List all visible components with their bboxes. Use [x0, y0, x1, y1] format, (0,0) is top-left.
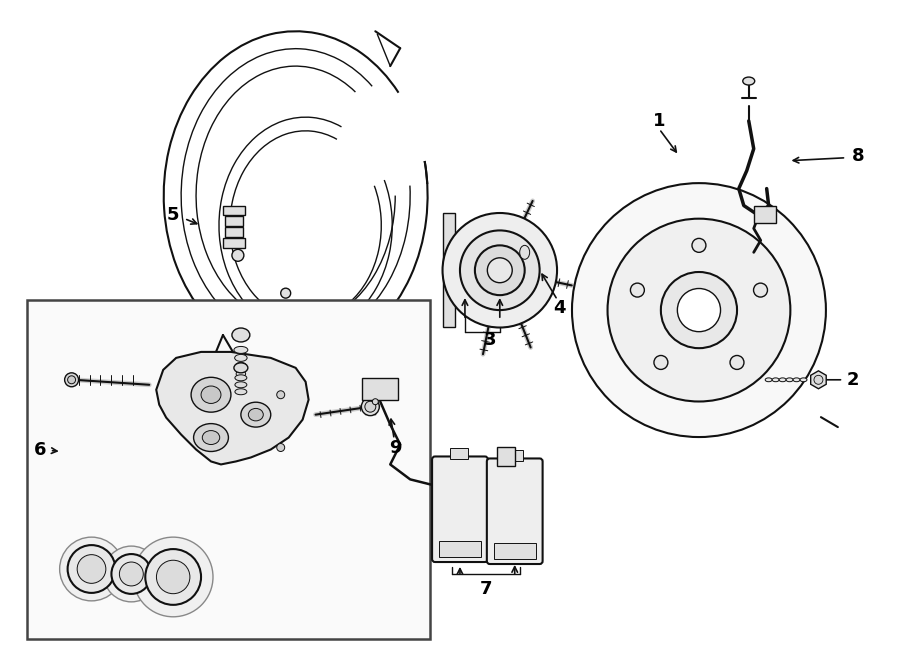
- Ellipse shape: [235, 389, 247, 395]
- Ellipse shape: [234, 346, 248, 354]
- Text: 4: 4: [554, 299, 566, 317]
- Text: 8: 8: [852, 147, 865, 165]
- Ellipse shape: [77, 555, 106, 583]
- Ellipse shape: [443, 213, 557, 328]
- Bar: [497, 446, 515, 467]
- Ellipse shape: [104, 546, 159, 602]
- Polygon shape: [443, 214, 455, 327]
- Ellipse shape: [730, 355, 744, 369]
- Ellipse shape: [235, 375, 247, 381]
- Ellipse shape: [276, 391, 284, 399]
- Ellipse shape: [68, 545, 115, 593]
- Ellipse shape: [786, 378, 793, 382]
- Bar: [450, 448, 468, 459]
- Ellipse shape: [608, 218, 790, 401]
- Text: 3: 3: [483, 331, 496, 349]
- Ellipse shape: [475, 246, 525, 295]
- Ellipse shape: [145, 549, 201, 605]
- Ellipse shape: [120, 562, 143, 586]
- Ellipse shape: [133, 537, 213, 617]
- Ellipse shape: [678, 289, 721, 332]
- Ellipse shape: [235, 354, 248, 361]
- Ellipse shape: [235, 382, 247, 388]
- Bar: [223, 205, 245, 216]
- Ellipse shape: [661, 272, 737, 348]
- Text: 2: 2: [847, 371, 860, 389]
- Ellipse shape: [519, 246, 530, 260]
- Ellipse shape: [765, 378, 772, 382]
- Bar: [439, 541, 481, 557]
- Ellipse shape: [236, 362, 247, 369]
- Bar: [505, 449, 523, 461]
- Text: 7: 7: [480, 580, 492, 598]
- Ellipse shape: [236, 370, 246, 377]
- Ellipse shape: [572, 183, 826, 437]
- Ellipse shape: [232, 328, 250, 342]
- Ellipse shape: [460, 230, 540, 310]
- Ellipse shape: [364, 401, 376, 412]
- Bar: [225, 216, 243, 226]
- Ellipse shape: [281, 288, 291, 298]
- Ellipse shape: [772, 378, 779, 382]
- Text: 6: 6: [33, 440, 46, 459]
- Polygon shape: [811, 371, 826, 389]
- Ellipse shape: [191, 377, 231, 412]
- Ellipse shape: [201, 386, 221, 403]
- Ellipse shape: [692, 238, 706, 252]
- Ellipse shape: [362, 398, 379, 416]
- Bar: [27, 300, 430, 639]
- Ellipse shape: [65, 373, 78, 387]
- Ellipse shape: [742, 77, 755, 85]
- Bar: [363, 378, 398, 400]
- Ellipse shape: [800, 378, 807, 382]
- Ellipse shape: [753, 283, 768, 297]
- Ellipse shape: [194, 424, 229, 451]
- Ellipse shape: [487, 258, 512, 283]
- Ellipse shape: [630, 283, 644, 297]
- FancyBboxPatch shape: [432, 457, 488, 562]
- Polygon shape: [157, 352, 309, 465]
- Bar: [225, 228, 243, 238]
- Ellipse shape: [202, 430, 220, 444]
- Bar: [494, 543, 536, 559]
- FancyBboxPatch shape: [487, 459, 543, 564]
- Ellipse shape: [157, 560, 190, 594]
- Ellipse shape: [112, 554, 151, 594]
- Bar: [223, 238, 245, 248]
- Ellipse shape: [814, 375, 823, 384]
- Ellipse shape: [248, 408, 264, 421]
- Ellipse shape: [232, 250, 244, 261]
- Bar: [753, 205, 776, 224]
- Ellipse shape: [234, 363, 248, 373]
- Ellipse shape: [779, 378, 786, 382]
- Ellipse shape: [241, 402, 271, 427]
- Ellipse shape: [68, 376, 76, 384]
- Ellipse shape: [654, 355, 668, 369]
- Text: 9: 9: [389, 438, 401, 457]
- Ellipse shape: [59, 537, 123, 601]
- Ellipse shape: [793, 378, 800, 382]
- Ellipse shape: [276, 444, 284, 451]
- Ellipse shape: [373, 399, 378, 404]
- Text: 1: 1: [652, 112, 665, 130]
- Text: 5: 5: [166, 207, 179, 224]
